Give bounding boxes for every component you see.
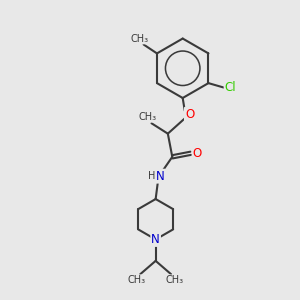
Text: CH₃: CH₃: [166, 275, 184, 285]
Text: H: H: [148, 171, 156, 181]
Text: CH₃: CH₃: [139, 112, 157, 122]
Text: Cl: Cl: [225, 81, 236, 94]
Text: N: N: [151, 233, 160, 246]
Text: O: O: [193, 147, 202, 160]
Text: N: N: [156, 170, 165, 183]
Text: O: O: [185, 108, 194, 121]
Text: CH₃: CH₃: [128, 275, 146, 285]
Text: CH₃: CH₃: [130, 34, 148, 44]
